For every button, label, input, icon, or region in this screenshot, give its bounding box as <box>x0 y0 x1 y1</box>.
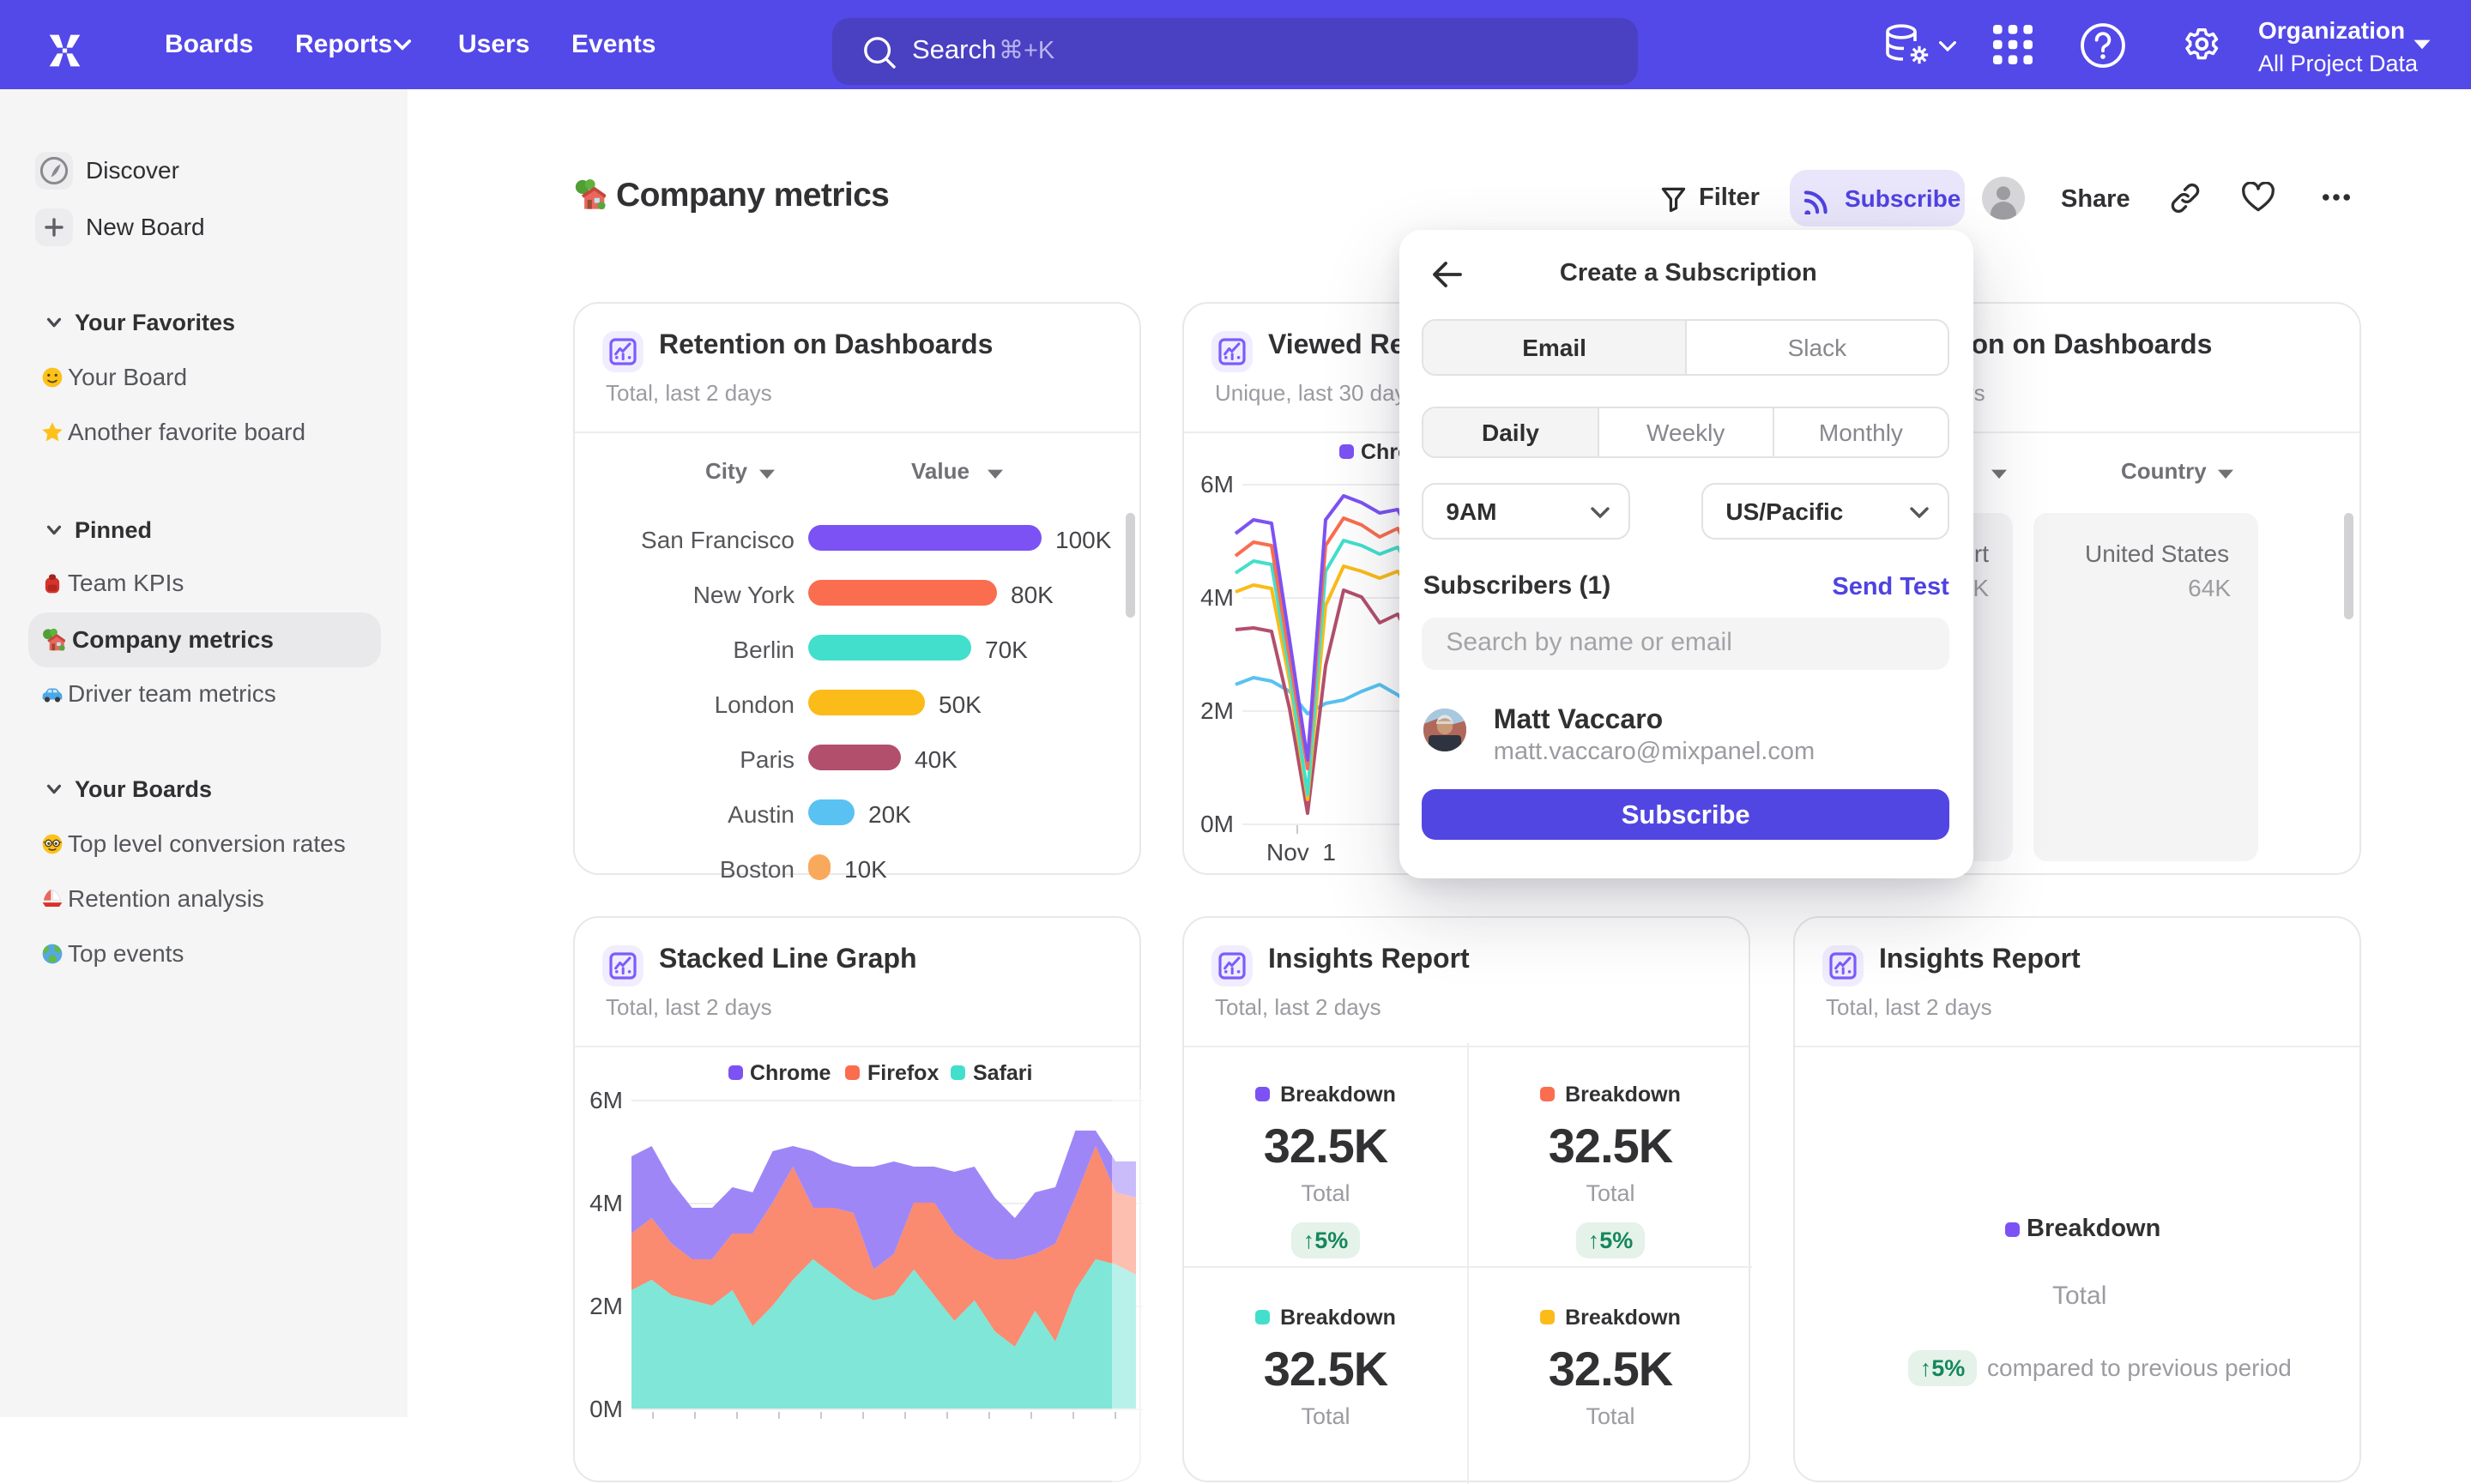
svg-text:2M: 2M <box>1200 697 1234 724</box>
svg-text:4M: 4M <box>1200 584 1234 611</box>
svg-text:6M: 6M <box>589 1089 623 1113</box>
svg-text:0M: 0M <box>1200 811 1234 837</box>
svg-text:4M: 4M <box>589 1190 623 1216</box>
svg-text:0M: 0M <box>589 1396 623 1422</box>
svg-text:2M: 2M <box>589 1293 623 1319</box>
svg-text:6M: 6M <box>1200 471 1234 498</box>
